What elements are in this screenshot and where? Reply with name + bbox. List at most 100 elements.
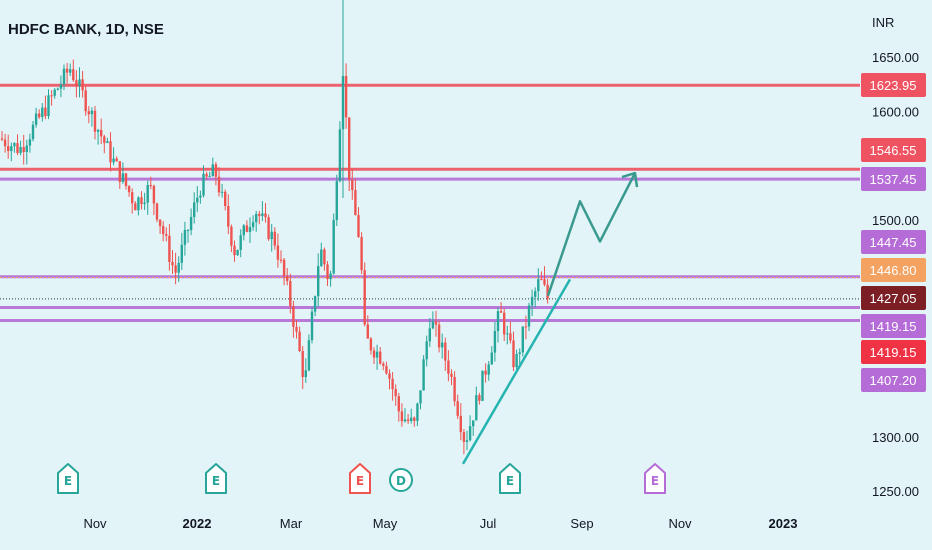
candle (65, 63, 69, 84)
candle (444, 337, 447, 371)
candle (416, 402, 419, 427)
dividend-marker[interactable]: D (389, 468, 413, 492)
currency-label: INR (872, 15, 894, 30)
candle (540, 271, 543, 281)
price-tag-label: 1407.20 (870, 373, 917, 388)
candle (472, 420, 475, 436)
event-letter: E (64, 474, 72, 488)
price-tags: 1623.95 1546.55 1537.45 1447.45 1446.80 1427.… (861, 73, 926, 392)
candle (301, 346, 304, 390)
candle (121, 162, 125, 184)
candle (41, 103, 44, 122)
event-letter: E (651, 474, 659, 488)
candle (124, 172, 128, 190)
candle (267, 214, 270, 241)
candle (310, 307, 314, 344)
projection-path[interactable] (546, 172, 637, 297)
candle (534, 287, 537, 308)
earnings-marker[interactable]: E (644, 463, 666, 494)
candle (233, 240, 236, 262)
price-tag (861, 138, 926, 162)
candle (84, 86, 87, 116)
price-tag (861, 314, 926, 338)
earnings-marker[interactable]: E (205, 463, 227, 494)
candle (270, 224, 273, 252)
candle (106, 137, 109, 144)
candle (103, 134, 106, 154)
candle (410, 408, 413, 424)
x-tick-label: Nov (83, 516, 107, 531)
candle (385, 361, 388, 375)
x-tick-label: Nov (668, 516, 692, 531)
candle (242, 224, 245, 241)
candle (273, 227, 276, 250)
candle (509, 321, 512, 344)
candle (434, 310, 438, 337)
earnings-marker[interactable]: E (499, 463, 521, 494)
y-tick-label: 1650.00 (872, 50, 919, 65)
candle (453, 371, 456, 407)
candle (186, 229, 190, 243)
candle (419, 390, 422, 410)
earnings-marker[interactable]: E (349, 463, 371, 494)
price-tag-label: 1537.45 (870, 172, 917, 187)
candle (199, 190, 202, 204)
candle (369, 337, 373, 355)
candle (189, 208, 193, 236)
candle (3, 133, 7, 153)
candle (50, 90, 53, 106)
x-tick-label: May (373, 516, 398, 531)
candle (279, 250, 283, 264)
candle (363, 262, 366, 327)
drawings[interactable] (461, 171, 639, 465)
y-tick-label: 1600.00 (872, 104, 919, 119)
candle (441, 333, 444, 359)
candle (211, 157, 214, 177)
projection-arrowhead[interactable] (621, 171, 639, 188)
price-tag (861, 340, 926, 364)
candle (366, 315, 369, 339)
candle (478, 392, 481, 405)
price-tag (861, 73, 926, 97)
x-tick-label: Sep (570, 516, 593, 531)
candle (230, 224, 233, 253)
candle (93, 106, 97, 140)
y-tick-label: 1500.00 (872, 213, 919, 228)
candle (236, 249, 239, 256)
candle (72, 59, 75, 82)
candle (25, 139, 28, 165)
time-axis[interactable] (0, 505, 860, 550)
candle (137, 196, 140, 216)
candle (276, 233, 280, 268)
candle (13, 142, 16, 153)
candle (131, 188, 134, 214)
candle (530, 289, 534, 317)
candle (468, 415, 472, 442)
candle (81, 70, 84, 98)
candle (56, 87, 59, 91)
candle (413, 416, 416, 427)
candle (394, 384, 397, 406)
candle (348, 117, 351, 192)
candle (251, 215, 255, 231)
price-tag (861, 368, 926, 392)
candle (127, 185, 131, 197)
trendline[interactable] (461, 278, 572, 465)
candle (0, 131, 4, 142)
candle (87, 106, 90, 124)
candle (382, 361, 385, 371)
candle (75, 70, 78, 98)
candle (313, 295, 317, 317)
earnings-marker[interactable]: E (57, 463, 79, 494)
candle (7, 134, 10, 159)
candle (248, 217, 252, 243)
candle (289, 273, 292, 314)
candle (261, 201, 264, 222)
candle (134, 201, 137, 211)
candle (499, 301, 503, 313)
candle (304, 358, 307, 383)
candle (109, 132, 112, 172)
price-tag (861, 258, 926, 282)
